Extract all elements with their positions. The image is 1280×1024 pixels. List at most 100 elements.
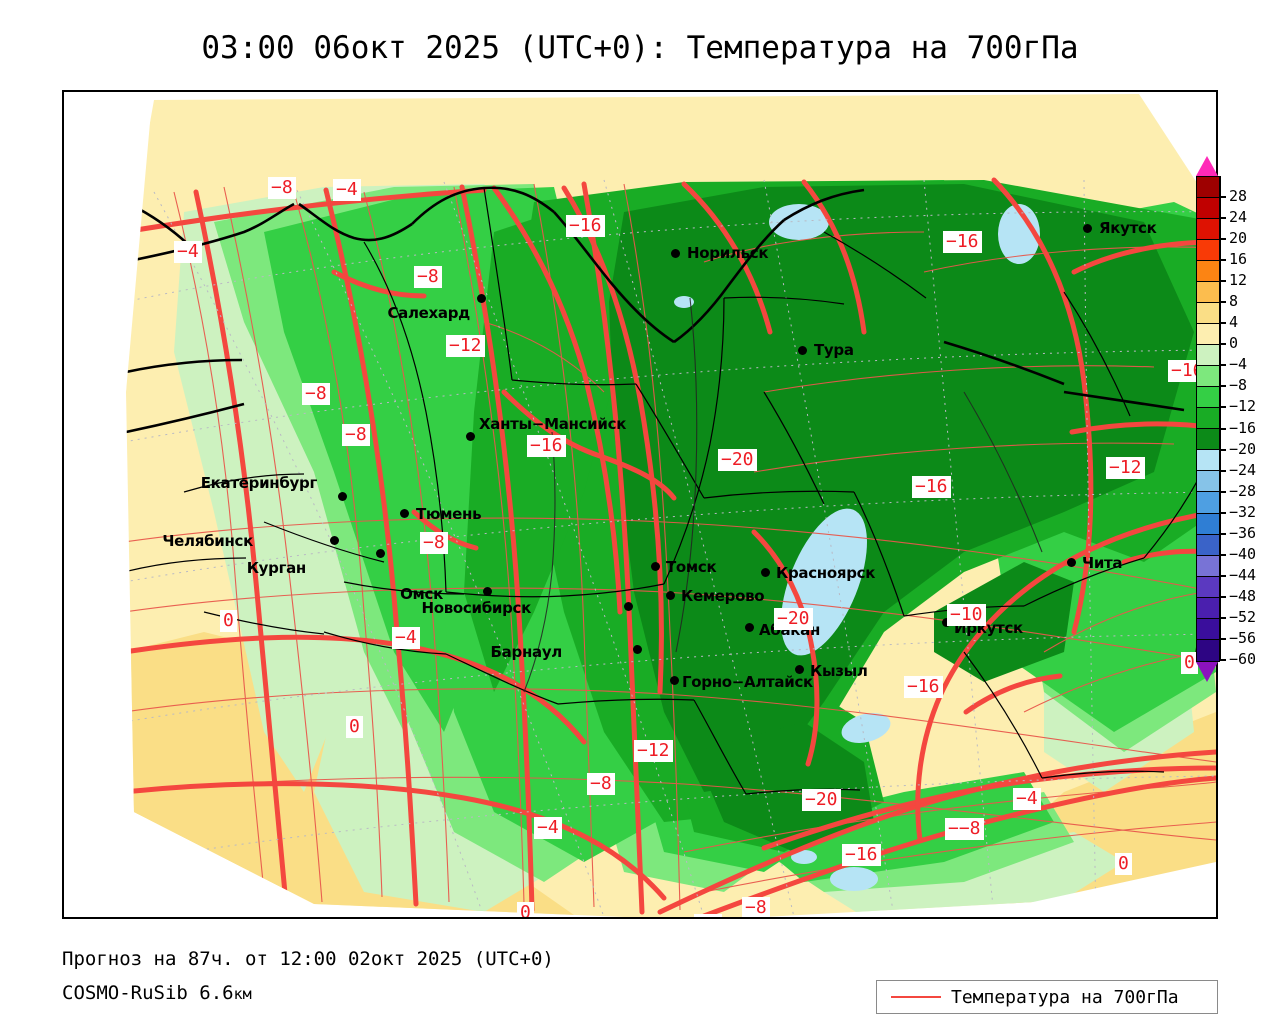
- city-label: Якутск: [1099, 219, 1157, 237]
- colorbar-tick-label: −36: [1229, 523, 1257, 542]
- city-label: Салехард: [387, 304, 470, 322]
- contour-value-label: −12: [634, 740, 673, 762]
- colorbar-tick-label: −16: [1229, 418, 1257, 437]
- contour-value-label: −16: [566, 215, 605, 237]
- colorbar-swatch: [1197, 618, 1219, 640]
- city-label: Екатеринбург: [200, 474, 318, 492]
- contour-value-label: 0: [346, 716, 363, 738]
- forecast-info: Прогноз на 87ч. от 12:00 02окт 2025 (UTC…: [62, 948, 554, 970]
- temperature-contour-map: [64, 92, 1216, 917]
- colorbar-swatch: [1197, 513, 1219, 535]
- colorbar-tick-label: −24: [1229, 460, 1257, 479]
- contour-value-label: −8: [414, 266, 442, 288]
- colorbar-tick: [1219, 637, 1226, 640]
- colorbar-tick: [1219, 238, 1226, 241]
- colorbar-tick: [1219, 574, 1226, 577]
- contour-value-label: −4: [1013, 788, 1041, 810]
- temperature-colorbar: [1196, 176, 1220, 662]
- contour-value-label: −8: [742, 897, 770, 917]
- colorbar-tick-label: −48: [1229, 586, 1257, 605]
- colorbar-tick: [1219, 343, 1226, 346]
- city-label: Новосибирск: [421, 599, 531, 617]
- colorbar-swatch: [1197, 303, 1219, 325]
- colorbar-tick-label: −20: [1229, 439, 1257, 458]
- contour-value-label: −16: [904, 676, 943, 698]
- colorbar-tick-label: −60: [1229, 650, 1257, 668]
- colorbar-swatch: [1197, 261, 1219, 283]
- colorbar-swatch: [1197, 576, 1219, 598]
- colorbar-tick: [1219, 322, 1226, 325]
- colorbar-tick-label: −44: [1229, 565, 1257, 584]
- colorbar-swatch: [1197, 429, 1219, 451]
- city-dot-icon: [745, 623, 754, 632]
- colorbar-tick-label: −56: [1229, 628, 1257, 647]
- colorbar-tick: [1219, 553, 1226, 556]
- colorbar-tick-label: 16: [1229, 250, 1248, 269]
- city-dot-icon: [338, 492, 347, 501]
- colorbar-tick: [1219, 427, 1226, 430]
- colorbar-swatch: [1197, 639, 1219, 661]
- colorbar-swatch: [1197, 471, 1219, 493]
- colorbar-top-arrow: [1196, 156, 1218, 176]
- colorbar-tick: [1219, 280, 1226, 283]
- colorbar-tick: [1219, 385, 1226, 388]
- colorbar-swatch: [1197, 282, 1219, 304]
- city-label: Тюмень: [416, 505, 482, 523]
- colorbar-axis: [1219, 176, 1221, 660]
- city-label: Ханты−Мансийск: [479, 415, 627, 433]
- model-name: COSMO-RuSib 6.6: [62, 982, 234, 1004]
- contour-value-label: −20: [718, 449, 757, 471]
- contour-value-label: −16: [842, 844, 881, 866]
- city-dot-icon: [942, 618, 951, 627]
- city-label: Горно−Алтайск: [682, 673, 813, 691]
- contour-value-label: −4: [392, 627, 420, 649]
- colorbar-tick-label: −40: [1229, 544, 1257, 563]
- colorbar-swatch: [1197, 555, 1219, 577]
- city-dot-icon: [330, 536, 339, 545]
- city-dot-icon: [466, 432, 475, 441]
- contour-value-label: −4: [333, 179, 361, 201]
- contour-value-label: −10: [947, 604, 986, 626]
- colorbar-tick-label: 20: [1229, 229, 1248, 248]
- contour-value-label: −8: [587, 773, 615, 795]
- colorbar-tick-label: −8: [1229, 376, 1248, 395]
- city-dot-icon: [624, 602, 633, 611]
- contour-value-label: 0: [1181, 652, 1198, 674]
- contour-value-label: 0: [220, 610, 237, 632]
- contour-value-label: −4: [174, 241, 202, 263]
- colorbar-tick-label: −52: [1229, 607, 1257, 626]
- colorbar-swatch: [1197, 219, 1219, 241]
- city-dot-icon: [670, 676, 679, 685]
- map-frame[interactable]: Якутск Норильск Тура Салехард Ханты−Мансийск…: [62, 90, 1218, 919]
- city-dot-icon: [477, 294, 486, 303]
- contour-value-label: −16: [912, 476, 951, 498]
- colorbar-tick-label: −32: [1229, 502, 1257, 521]
- city-label: Чита: [1082, 554, 1123, 572]
- colorbar-tick: [1219, 259, 1226, 262]
- colorbar-tick: [1219, 616, 1226, 619]
- contour-value-label: −8: [302, 383, 330, 405]
- colorbar-tick: [1219, 511, 1226, 514]
- city-label: Красноярск: [776, 564, 876, 582]
- colorbar-tick: [1219, 448, 1226, 451]
- colorbar-tick-label: −4: [1229, 355, 1248, 374]
- city-dot-icon: [1067, 558, 1076, 567]
- city-dot-icon: [633, 645, 642, 654]
- legend-line-icon: [891, 996, 941, 998]
- colorbar-tick: [1219, 217, 1226, 220]
- colorbar-tick-label: −28: [1229, 481, 1257, 500]
- city-label: Барнаул: [490, 643, 563, 661]
- colorbar-tick: [1219, 532, 1226, 535]
- contour-value-label: −16: [943, 231, 982, 253]
- colorbar-tick-label: 12: [1229, 271, 1248, 290]
- colorbar-tick: [1219, 659, 1226, 661]
- colorbar-tick: [1219, 490, 1226, 493]
- city-dot-icon: [651, 562, 660, 571]
- contour-value-label: −8: [268, 177, 296, 199]
- city-label: Челябинск: [162, 532, 253, 550]
- colorbar-swatch: [1197, 240, 1219, 262]
- colorbar-tick-label: 24: [1229, 208, 1248, 227]
- colorbar-tick: [1219, 406, 1226, 409]
- legend-label: Температура на 700гПа: [951, 986, 1179, 1008]
